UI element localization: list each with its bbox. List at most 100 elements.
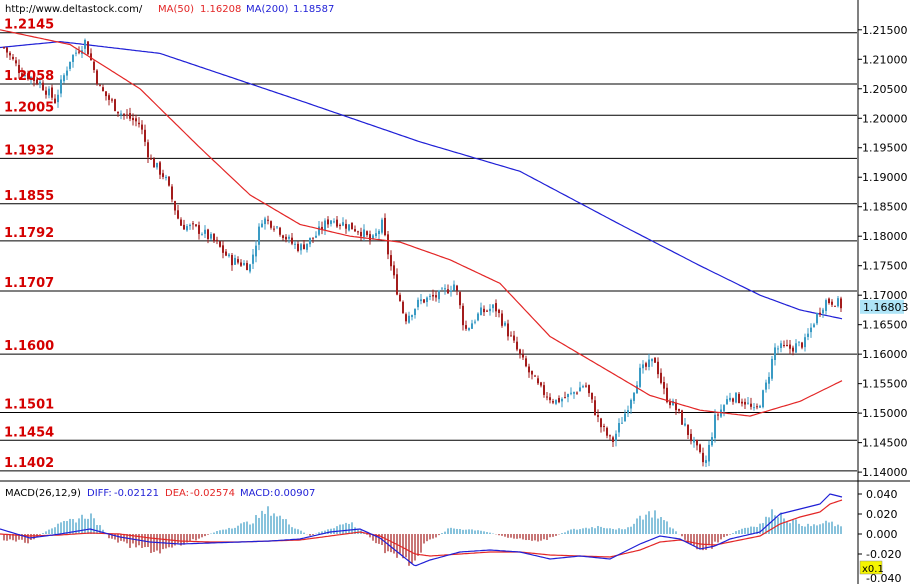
candle-down	[588, 385, 590, 394]
candle-up	[570, 392, 572, 394]
candle-up	[363, 229, 365, 237]
candle-up	[633, 392, 635, 401]
candle-up	[375, 233, 377, 237]
candle-down	[102, 87, 104, 91]
candle-up	[624, 413, 626, 422]
candle-down	[519, 349, 521, 354]
candle-up	[84, 39, 86, 49]
macd-dea-label: DEA:	[165, 488, 189, 499]
candle-down	[297, 243, 299, 251]
candle-down	[681, 410, 683, 425]
candle-up	[813, 324, 815, 328]
price-axis: 1.21500 1.21000 1.20500 1.20000 1.19500 1.190…	[858, 24, 908, 479]
candle-down	[432, 294, 434, 297]
candle-down	[117, 111, 119, 114]
candle-down	[153, 158, 155, 168]
candle-down	[114, 99, 116, 111]
candle-down	[18, 64, 20, 74]
candle-up	[711, 437, 713, 446]
macd-diff-label: DIFF:	[87, 488, 112, 499]
candle-down	[162, 173, 164, 177]
candle-down	[657, 361, 659, 375]
candle-down	[303, 244, 305, 250]
candle-up	[636, 385, 638, 394]
candle-up	[411, 315, 413, 317]
candle-up	[651, 358, 653, 362]
candle-up	[723, 405, 725, 412]
candle-up	[822, 309, 824, 314]
candle-down	[531, 370, 533, 375]
candle-up	[804, 337, 806, 348]
ma50-label: MA(50)	[158, 4, 194, 15]
candle-up	[60, 79, 62, 94]
candle-down	[147, 142, 149, 158]
price-axis-tick-label: 1.16500	[862, 319, 908, 332]
candle-down	[558, 398, 560, 403]
candle-up	[777, 348, 779, 350]
candle-up	[315, 235, 317, 238]
candle-down	[834, 305, 836, 307]
macd-value-value: 0.00907	[274, 488, 315, 499]
candle-down	[285, 236, 287, 240]
scale-badge-box	[859, 560, 883, 575]
header-url[interactable]: http://www.deltastock.com/	[5, 4, 143, 15]
candle-up	[333, 221, 335, 223]
level-label: 1.1855	[4, 189, 54, 204]
candle-up	[408, 315, 410, 323]
candle-down	[87, 41, 89, 55]
candle-down	[270, 221, 272, 228]
candle-down	[501, 313, 503, 326]
candle-down	[702, 452, 704, 463]
candle-up	[492, 304, 494, 309]
candle-up	[729, 397, 731, 401]
candle-down	[663, 382, 665, 389]
candle-up	[480, 307, 482, 316]
candle-down	[357, 231, 359, 233]
candle-up	[48, 88, 50, 96]
candle-up	[276, 226, 278, 228]
candle-down	[564, 397, 566, 399]
candle-down	[213, 233, 215, 241]
candle-down	[9, 52, 11, 56]
candle-down	[600, 418, 602, 428]
scale-badge[interactable]: x0.1	[859, 560, 884, 575]
price-axis-tick-label: 1.20000	[862, 112, 908, 125]
macd-axis: 0.040 0.020 0.000 -0.020	[858, 488, 901, 561]
scale-badge-label: x0.1	[862, 564, 884, 575]
macd-value-label: MACD:	[240, 488, 273, 499]
candle-up	[372, 235, 374, 239]
candle-up	[753, 407, 755, 409]
candle-up	[441, 288, 443, 290]
candle-down	[792, 347, 794, 352]
candle-up	[795, 343, 797, 353]
price-axis-tick-label: 1.21000	[862, 53, 908, 66]
candle-up	[63, 75, 65, 82]
candle-up	[774, 347, 776, 360]
candle-up	[450, 290, 452, 292]
candle-up	[489, 308, 491, 312]
candle-up	[342, 222, 344, 226]
candle-down	[135, 118, 137, 122]
macd-title: MACD(26,12,9)	[5, 488, 81, 499]
candle-down	[108, 95, 110, 100]
candle-down	[90, 53, 92, 61]
candle-up	[186, 226, 188, 231]
candle-down	[669, 401, 671, 406]
candle-up	[639, 367, 641, 387]
candle-down	[138, 122, 140, 125]
candle-down	[99, 85, 101, 87]
candle-up	[468, 328, 470, 331]
candle-up	[648, 359, 650, 367]
candle-down	[585, 385, 587, 387]
candle-up	[837, 298, 839, 307]
candle-down	[360, 231, 362, 237]
candle-down	[687, 424, 689, 435]
price-axis-tick-label: 1.16000	[862, 348, 908, 361]
price-panel: 1.2145 1.2058 1.2005 1.1932 1.1855 1.1792 1.17…	[0, 18, 857, 472]
candle-down	[123, 113, 125, 115]
candle-down	[54, 98, 56, 104]
candle-down	[42, 82, 44, 91]
candle-down	[645, 363, 647, 367]
price-axis-tick-label: 1.17000	[862, 289, 908, 302]
